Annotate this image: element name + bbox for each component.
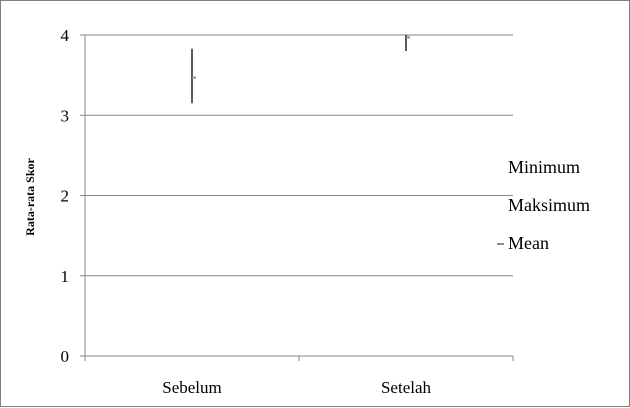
x-tick-label: Setelah bbox=[381, 378, 432, 397]
x-tick-labels: Sebelum Setelah bbox=[162, 378, 431, 397]
y-axis-label: Rata-rata Skor bbox=[23, 158, 37, 236]
y-tick-label: 0 bbox=[61, 347, 70, 366]
legend-entry: Maksimum bbox=[508, 195, 590, 215]
hlc-marks bbox=[191, 35, 410, 104]
y-tick-label: 4 bbox=[61, 26, 70, 45]
y-tick-label: 3 bbox=[61, 106, 70, 125]
x-tick-label: Sebelum bbox=[162, 378, 222, 397]
y-tick-label: 2 bbox=[61, 187, 70, 206]
legend-entry: Minimum bbox=[508, 157, 580, 177]
axes bbox=[80, 34, 514, 361]
y-tick-label: 1 bbox=[61, 267, 70, 286]
gridlines bbox=[85, 34, 513, 277]
legend: Minimum Maksimum Mean bbox=[497, 157, 590, 253]
legend-entry: Mean bbox=[508, 233, 549, 253]
y-tick-labels: 0 1 2 3 4 bbox=[61, 26, 70, 366]
